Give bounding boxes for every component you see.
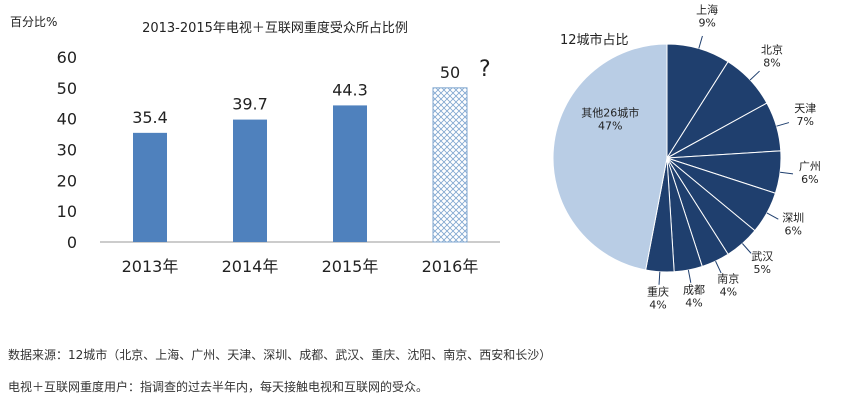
bar-projected xyxy=(432,87,468,243)
pie-slice-label: 深圳 xyxy=(782,211,804,224)
x-tick-label: 2016年 xyxy=(422,257,479,276)
y-axis-ticks: 0 10 20 30 40 50 60 xyxy=(57,48,77,252)
bar xyxy=(233,119,267,242)
pie-slice-percent: 9% xyxy=(698,17,715,30)
pie-slice-label: 北京 xyxy=(761,42,783,56)
pie-slice-percent: 5% xyxy=(754,263,771,276)
bar-chart: 2013-2015年电视＋互联网重度受众所占比例 百分比% ? 0 10 20 30 4… xyxy=(10,15,500,276)
pie-leader-line xyxy=(715,260,722,274)
pie-slice-label: 天津 xyxy=(794,102,816,115)
pie-chart-title: 12城市占比 xyxy=(560,32,629,48)
pie-slice-percent: 4% xyxy=(720,285,737,298)
y-tick-label: 0 xyxy=(67,233,77,252)
pie-leader-line xyxy=(742,243,752,254)
x-tick-label: 2015年 xyxy=(322,257,379,276)
x-tick-label: 2013年 xyxy=(122,257,179,276)
bar-value-label: 35.4 xyxy=(132,108,168,127)
pie-slice-label: 武汉 xyxy=(751,250,773,263)
bar xyxy=(133,132,167,242)
pie-slice-percent: 6% xyxy=(784,224,801,237)
y-tick-label: 20 xyxy=(57,171,77,190)
pie-slice-label: 其他26城市 xyxy=(581,106,639,120)
pie-chart: 12城市占比 上海9%北京8%天津7%广州6%深圳6%武汉5%南京4%成都4%重… xyxy=(552,3,821,312)
bar-value-label: 44.3 xyxy=(332,80,368,99)
pie-slice-label: 南京 xyxy=(717,271,739,285)
definition-note: 电视＋互联网重度用户：指调查的过去半年内，每天接触电视和互联网的受众。 xyxy=(8,380,429,394)
pie-slice-percent: 7% xyxy=(797,115,814,128)
pie-slice-percent: 47% xyxy=(598,120,622,133)
pie-leader-line xyxy=(687,269,692,283)
pie-slice-label: 上海 xyxy=(696,3,718,17)
pie-slice-label: 成都 xyxy=(683,283,705,296)
pie-leader-line xyxy=(780,171,794,175)
y-tick-label: 60 xyxy=(57,48,77,67)
pie-leader-line xyxy=(776,122,790,127)
y-tick-label: 50 xyxy=(57,79,77,98)
y-tick-label: 10 xyxy=(57,202,77,221)
pie-leader-line xyxy=(698,35,703,49)
pie-slice-label: 重庆 xyxy=(647,285,669,299)
pie-slice-percent: 4% xyxy=(685,296,702,309)
pie-labels: 上海9%北京8%天津7%广州6%深圳6%武汉5%南京4%成都4%重庆4%其他26… xyxy=(581,3,821,312)
pie-slices xyxy=(552,43,782,273)
y-tick-label: 40 xyxy=(57,110,77,129)
pie-slice-label: 广州 xyxy=(799,160,821,173)
bar xyxy=(333,105,367,243)
pie-leader-line xyxy=(749,70,760,81)
pie-slice-percent: 4% xyxy=(649,299,666,312)
pie-leader-line xyxy=(658,271,661,285)
pie-slice xyxy=(552,43,668,271)
projection-question-mark: ? xyxy=(479,57,491,82)
pie-leader-line xyxy=(766,212,779,220)
y-tick-label: 30 xyxy=(57,141,77,160)
bar-chart-title: 2013-2015年电视＋互联网重度受众所占比例 xyxy=(142,20,408,36)
pie-slice-percent: 8% xyxy=(763,56,780,69)
x-tick-label: 2014年 xyxy=(222,257,279,276)
pie-slice-percent: 6% xyxy=(801,173,818,186)
bar-marks: 35.4 2013年 39.7 2014年 44.3 2015年 50 2016年 xyxy=(122,63,479,276)
y-axis-label: 百分比% xyxy=(10,15,57,29)
bar-value-label: 50 xyxy=(440,63,460,82)
source-note: 数据来源：12城市（北京、上海、广州、天津、深圳、成都、武汉、重庆、沈阳、南京、… xyxy=(8,348,552,362)
bar-value-label: 39.7 xyxy=(232,95,268,114)
